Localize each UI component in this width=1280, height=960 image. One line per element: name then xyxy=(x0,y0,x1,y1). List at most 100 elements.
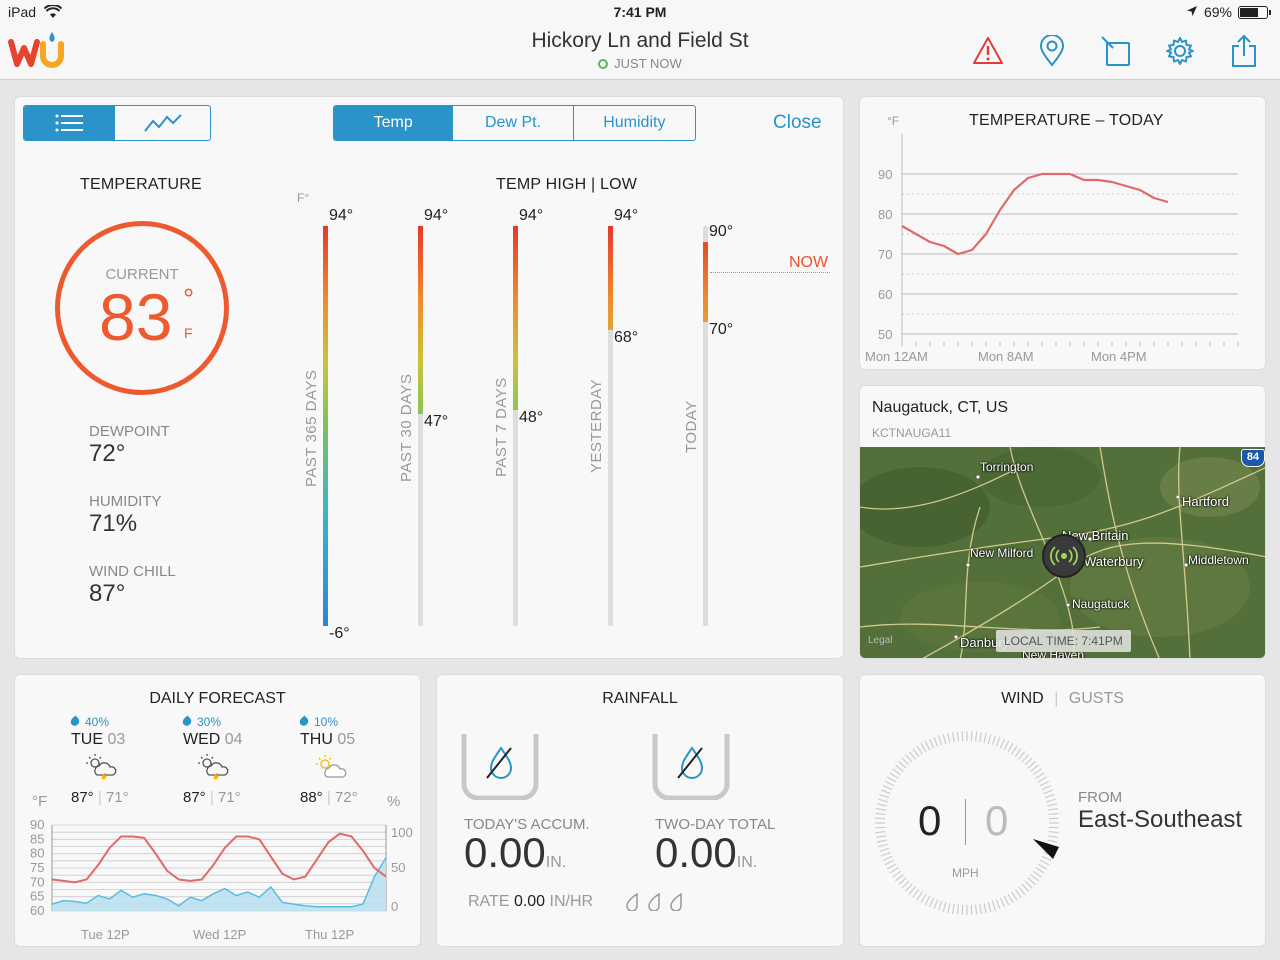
compass-tick xyxy=(974,731,978,742)
forecast-day[interactable]: 30% WED 04 87° | 71° xyxy=(180,715,273,806)
compass-tick xyxy=(875,826,886,829)
thunderstorm-icon xyxy=(85,753,161,783)
compass-tick xyxy=(970,731,973,742)
day-date: 05 xyxy=(337,731,356,748)
compass-tick xyxy=(1047,835,1058,838)
alert-icon[interactable] xyxy=(972,34,1004,68)
rainfall-title: RAINFALL xyxy=(602,690,678,707)
stat-label: DEWPOINT xyxy=(89,423,170,440)
status-left: iPad xyxy=(8,4,63,22)
precip-value: 40% xyxy=(85,715,110,729)
compass-tick xyxy=(1021,883,1030,892)
today-temperature-chart: 90 80 70 60 50 Mon 12AM Mon 8AM Mon 4PM xyxy=(865,134,1239,364)
compass-tick xyxy=(983,732,987,743)
day-temps: 88° | 72° xyxy=(300,789,358,806)
compass-tick xyxy=(879,793,890,799)
tab-temp[interactable]: Temp xyxy=(334,106,454,140)
map-view[interactable]: Torrington Hartford New Britain New Milf… xyxy=(860,446,1265,658)
now-line xyxy=(710,272,830,273)
x-tick-label: Mon 8AM xyxy=(978,349,1034,364)
compass-tick xyxy=(895,874,904,882)
compass-tick xyxy=(912,748,920,758)
compass-tick xyxy=(877,798,888,803)
location-pin-icon[interactable] xyxy=(1036,34,1068,68)
gear-icon[interactable] xyxy=(1164,34,1196,68)
compass-tick xyxy=(1041,855,1052,861)
wind-separator: | xyxy=(1054,690,1059,707)
current-temp-value: 83 xyxy=(99,280,173,354)
compass-tick xyxy=(1014,748,1022,758)
compass-tick xyxy=(933,736,939,747)
graph-view-button[interactable] xyxy=(115,106,210,140)
wifi-icon xyxy=(43,4,63,22)
wind-title: WIND | GUSTS xyxy=(860,690,1265,708)
map-legal-link[interactable]: Legal xyxy=(868,635,893,646)
compass-tick xyxy=(1018,886,1026,895)
bar-high-label: 94° xyxy=(519,207,544,224)
bar-range-fill xyxy=(513,226,518,410)
day-high: 87° xyxy=(71,789,94,806)
update-label: JUST NOW xyxy=(614,56,682,71)
thunderstorm-icon xyxy=(197,753,273,783)
battery-fill xyxy=(1240,7,1258,17)
compass-tick xyxy=(1047,839,1058,843)
local-time-badge: LOCAL TIME: 7:41PM xyxy=(996,630,1131,652)
gusts-tab[interactable]: GUSTS xyxy=(1068,690,1124,707)
bar-high-label: 94° xyxy=(614,207,639,224)
thunderstorm-icon xyxy=(314,753,390,783)
station-title: Hickory Ln and Field St xyxy=(531,29,749,52)
x-tick-label: Mon 4PM xyxy=(1091,349,1147,364)
y-tick-label: 65 xyxy=(30,889,44,904)
rain-rate: RATE 0.00 IN/HR xyxy=(468,893,593,911)
compass-tick xyxy=(901,757,910,766)
y-tick-label: 80 xyxy=(878,207,892,222)
forecast-day[interactable]: 10% THU 05 88° | 72° xyxy=(297,715,390,806)
forecast-title: DAILY FORECAST xyxy=(149,690,286,707)
compass-tick xyxy=(952,903,955,914)
tab-dew-point[interactable]: Dew Pt. xyxy=(453,106,574,140)
day-name: WED 04 xyxy=(183,731,273,749)
stat-label: WIND CHILL xyxy=(89,563,176,580)
close-button[interactable]: Close xyxy=(773,112,822,133)
compass-tick xyxy=(898,760,907,769)
bar-period-label: PAST 30 DAYS xyxy=(398,373,415,482)
map-town-label: Waterbury xyxy=(1084,554,1144,569)
today-chart-title: TEMPERATURE – TODAY xyxy=(969,112,1164,129)
device-name: iPad xyxy=(8,4,37,20)
no-rotate-icon[interactable] xyxy=(1100,34,1132,68)
list-view-button[interactable] xyxy=(24,106,116,140)
compass-tick xyxy=(1047,803,1058,807)
share-icon[interactable] xyxy=(1228,34,1260,68)
compass-tick xyxy=(937,735,943,746)
wind-direction: East-Southeast xyxy=(1078,806,1243,833)
forecast-day[interactable]: 40% TUE 03 87° | 71° xyxy=(68,715,161,806)
wind-tab[interactable]: WIND xyxy=(1001,690,1044,707)
compass-tick xyxy=(999,897,1005,908)
compass-tick xyxy=(877,843,888,848)
tab-humidity[interactable]: Humidity xyxy=(603,114,666,131)
current-label: CURRENT xyxy=(105,266,179,283)
compass-tick xyxy=(1043,789,1054,795)
bar-period-label: PAST 7 DAYS xyxy=(493,377,510,477)
day-low: 71° xyxy=(217,789,241,806)
station-marker-icon[interactable] xyxy=(1042,534,1086,578)
compass-tick xyxy=(904,754,913,763)
compass-tick xyxy=(1039,780,1050,787)
compass-tick xyxy=(991,735,997,746)
wu-logo[interactable] xyxy=(8,30,68,78)
y-tick-label: 60 xyxy=(30,903,44,918)
bar-track xyxy=(513,226,518,626)
compass-tick xyxy=(937,900,943,911)
compass-tick xyxy=(901,880,910,889)
wind-speed: 0 xyxy=(918,797,942,844)
compass-tick xyxy=(979,903,982,914)
compass-tick xyxy=(956,731,960,742)
daily-forecast-panel[interactable]: DAILY FORECAST 40% TUE 03 87° | 71° 30% WED … xyxy=(14,674,421,947)
metric-tabs: Temp Dew Pt. Humidity xyxy=(333,105,696,141)
compass-tick xyxy=(880,789,891,795)
day-temps: 87° | 71° xyxy=(183,789,241,806)
compass-tick xyxy=(1046,798,1057,803)
y2-tick-label: 0 xyxy=(391,899,398,914)
compass-tick xyxy=(933,899,939,910)
